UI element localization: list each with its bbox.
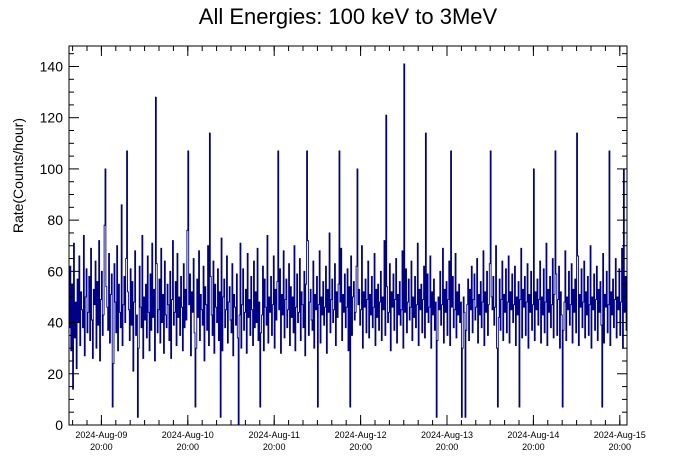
x-tick-label-time: 20:00 <box>436 442 459 452</box>
x-tick-label-date: 2024-Aug-15 <box>594 430 646 440</box>
y-tick-label: 0 <box>55 417 63 433</box>
chart-title: All Energies: 100 keV to 3MeV <box>199 4 498 29</box>
y-tick-label: 140 <box>40 58 64 74</box>
x-tick-label-time: 20:00 <box>609 442 632 452</box>
x-tick-label-time: 20:00 <box>177 442 200 452</box>
y-axis-label: Rate(Counts/hour) <box>10 118 26 233</box>
y-tick-label: 60 <box>47 263 63 279</box>
x-tick-label-date: 2024-Aug-11 <box>249 430 300 440</box>
x-axis: 2024-Aug-09 20:00 2024-Aug-10 20:00 2024-Aug… <box>72 46 646 452</box>
x-tick-label-time: 20:00 <box>349 442 372 452</box>
y-tick-label: 80 <box>47 212 63 228</box>
series-group <box>69 63 627 425</box>
series-line <box>69 63 627 425</box>
x-tick-label-date: 2024-Aug-09 <box>75 430 127 440</box>
plot-frame <box>68 45 628 426</box>
x-tick-label-date: 2024-Aug-14 <box>507 430 559 440</box>
y-tick-label: 40 <box>47 315 63 331</box>
x-tick-label-date: 2024-Aug-10 <box>162 430 214 440</box>
y-axis: 0 20 40 60 80 100 120 140 <box>40 53 627 433</box>
x-tick-label-time: 20:00 <box>263 442 286 452</box>
y-tick-label: 100 <box>40 161 64 177</box>
x-tick-label-time: 20:00 <box>90 442 113 452</box>
y-tick-label: 120 <box>40 110 64 126</box>
x-tick-label-time: 20:00 <box>522 442 545 452</box>
y-tick-label: 20 <box>47 366 63 382</box>
x-tick-label-date: 2024-Aug-13 <box>421 430 473 440</box>
x-tick-label-date: 2024-Aug-12 <box>335 430 387 440</box>
